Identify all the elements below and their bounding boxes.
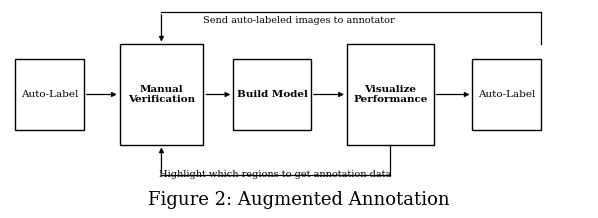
Text: Build Model: Build Model [237,90,307,99]
Text: Send auto-labeled images to annotator: Send auto-labeled images to annotator [203,16,395,25]
Text: Manual
Verification: Manual Verification [128,85,195,104]
Text: Highlight which regions to get annotation data: Highlight which regions to get annotatio… [159,170,391,179]
Bar [15,59,84,130]
Bar [472,59,541,130]
Bar [233,59,311,130]
Text: Auto-Label: Auto-Label [21,90,78,99]
Text: Visualize
Performance: Visualize Performance [353,85,428,104]
Bar [347,44,434,145]
Text: Auto-Label: Auto-Label [478,90,535,99]
Text: Figure 2: Augmented Annotation: Figure 2: Augmented Annotation [148,191,450,209]
Bar [120,44,203,145]
